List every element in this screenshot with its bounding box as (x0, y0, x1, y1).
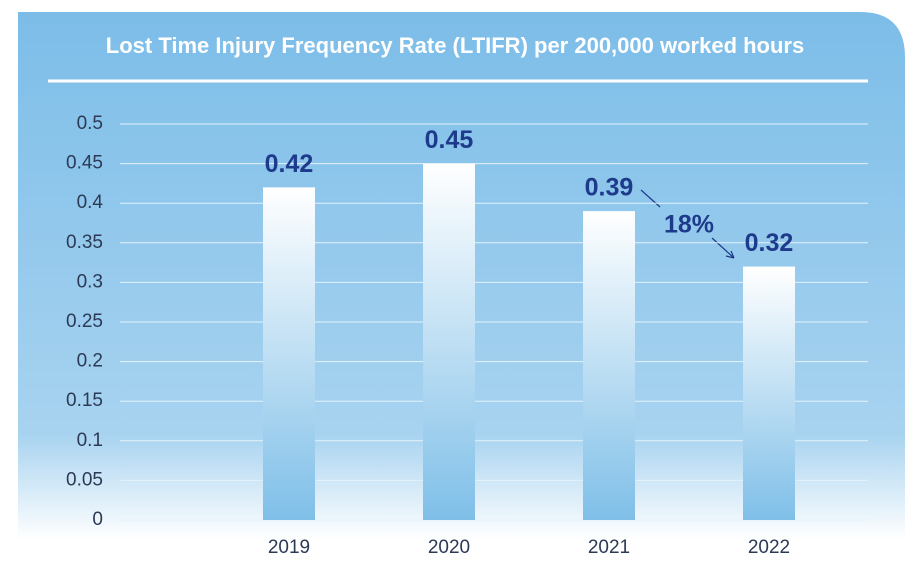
value-label: 0.42 (265, 150, 314, 178)
y-tick-label: 0.05 (66, 469, 103, 490)
y-tick-label: 0.15 (66, 390, 103, 411)
value-label: 0.39 (585, 174, 634, 202)
y-tick-label: 0.25 (66, 311, 103, 332)
y-tick-label: 0.4 (77, 192, 104, 213)
bar (583, 211, 635, 520)
y-tick-label: 0.5 (77, 113, 103, 134)
chart-title: Lost Time Injury Frequency Rate (LTIFR) … (106, 33, 804, 58)
x-tick-label: 2019 (268, 537, 310, 558)
y-tick-label: 0.1 (77, 430, 103, 451)
y-tick-label: 0.3 (77, 271, 103, 292)
value-label: 0.45 (425, 126, 474, 154)
arrow (640, 189, 661, 208)
value-label: 0.32 (745, 229, 794, 257)
bar (743, 266, 795, 520)
x-tick-label: 2020 (428, 537, 470, 558)
y-tick-label: 0 (92, 509, 103, 530)
bar (423, 163, 475, 520)
y-tick-label: 0.35 (66, 232, 103, 253)
y-tick-label: 0.2 (77, 351, 103, 372)
bar (263, 187, 315, 521)
annotation: 18% (664, 211, 714, 239)
x-tick-label: 2021 (588, 537, 630, 558)
x-tick-label: 2022 (748, 537, 790, 558)
arrow (711, 237, 735, 259)
y-tick-label: 0.45 (66, 153, 103, 174)
